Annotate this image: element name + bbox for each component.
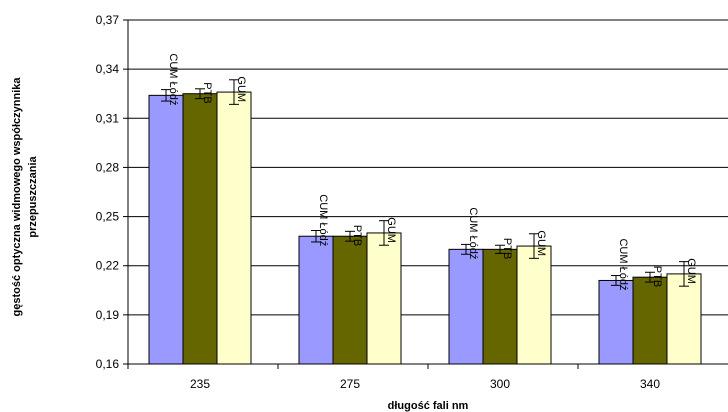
bar bbox=[598, 279, 634, 365]
bar-label: PTB bbox=[351, 225, 363, 246]
bar bbox=[332, 235, 368, 365]
error-bars-group bbox=[161, 79, 689, 287]
x-tick-label: 275 bbox=[340, 377, 360, 391]
x-tick-labels: 235 275 300 340 bbox=[190, 377, 660, 391]
y-tick-label: 0,34 bbox=[96, 62, 120, 76]
bar-label: GUM bbox=[385, 217, 397, 243]
bar-label: CUM Łódź bbox=[467, 207, 479, 259]
bar bbox=[148, 94, 184, 365]
y-tick-label: 0,19 bbox=[96, 308, 120, 322]
bar bbox=[298, 235, 334, 365]
bar bbox=[448, 248, 484, 365]
bar bbox=[666, 273, 702, 365]
y-tick-labels: 0,16 0,19 0,22 0,25 0,28 0,31 0,34 0,37 bbox=[96, 13, 120, 371]
y-tick-label: 0,31 bbox=[96, 111, 120, 125]
bar-label: CUM Łódź bbox=[167, 53, 179, 105]
y-tick-label: 0,28 bbox=[96, 160, 120, 174]
y-tick-label: 0,37 bbox=[96, 13, 120, 27]
bars-group bbox=[148, 91, 702, 365]
bar-label: GUM bbox=[535, 230, 547, 256]
bar bbox=[182, 93, 218, 365]
y-axis-title-line-1: gęstość optyczna widmowego współczynnika bbox=[11, 77, 23, 317]
y-tick-label: 0,22 bbox=[96, 259, 120, 273]
y-axis-title-line-2: przepuszczania bbox=[27, 155, 39, 237]
bar bbox=[482, 248, 518, 365]
bar bbox=[632, 276, 668, 365]
x-tick-label: 300 bbox=[490, 377, 510, 391]
bar-label: PTB bbox=[501, 238, 513, 259]
y-tick-label: 0,25 bbox=[96, 210, 120, 224]
bar-label: PTB bbox=[201, 82, 213, 103]
bar-label: PTB bbox=[651, 266, 663, 287]
bar bbox=[216, 91, 252, 365]
bar-labels-group: CUM Łódź PTB GUM CUM Łódź PTB GUM CUM Łódź PTB G… bbox=[167, 53, 697, 290]
x-axis-title: długość fali nm bbox=[388, 400, 469, 412]
bar-label: GUM bbox=[685, 258, 697, 284]
y-tick-label: 0,16 bbox=[96, 357, 120, 371]
bar-label: CUM Łódź bbox=[617, 238, 629, 290]
bar-label: GUM bbox=[235, 76, 247, 102]
x-tick-label: 340 bbox=[640, 377, 660, 391]
x-tick-label: 235 bbox=[190, 377, 210, 391]
bar bbox=[516, 245, 552, 365]
bar-label: CUM Łódź bbox=[317, 194, 329, 246]
bar bbox=[366, 232, 402, 365]
axes bbox=[123, 19, 728, 369]
